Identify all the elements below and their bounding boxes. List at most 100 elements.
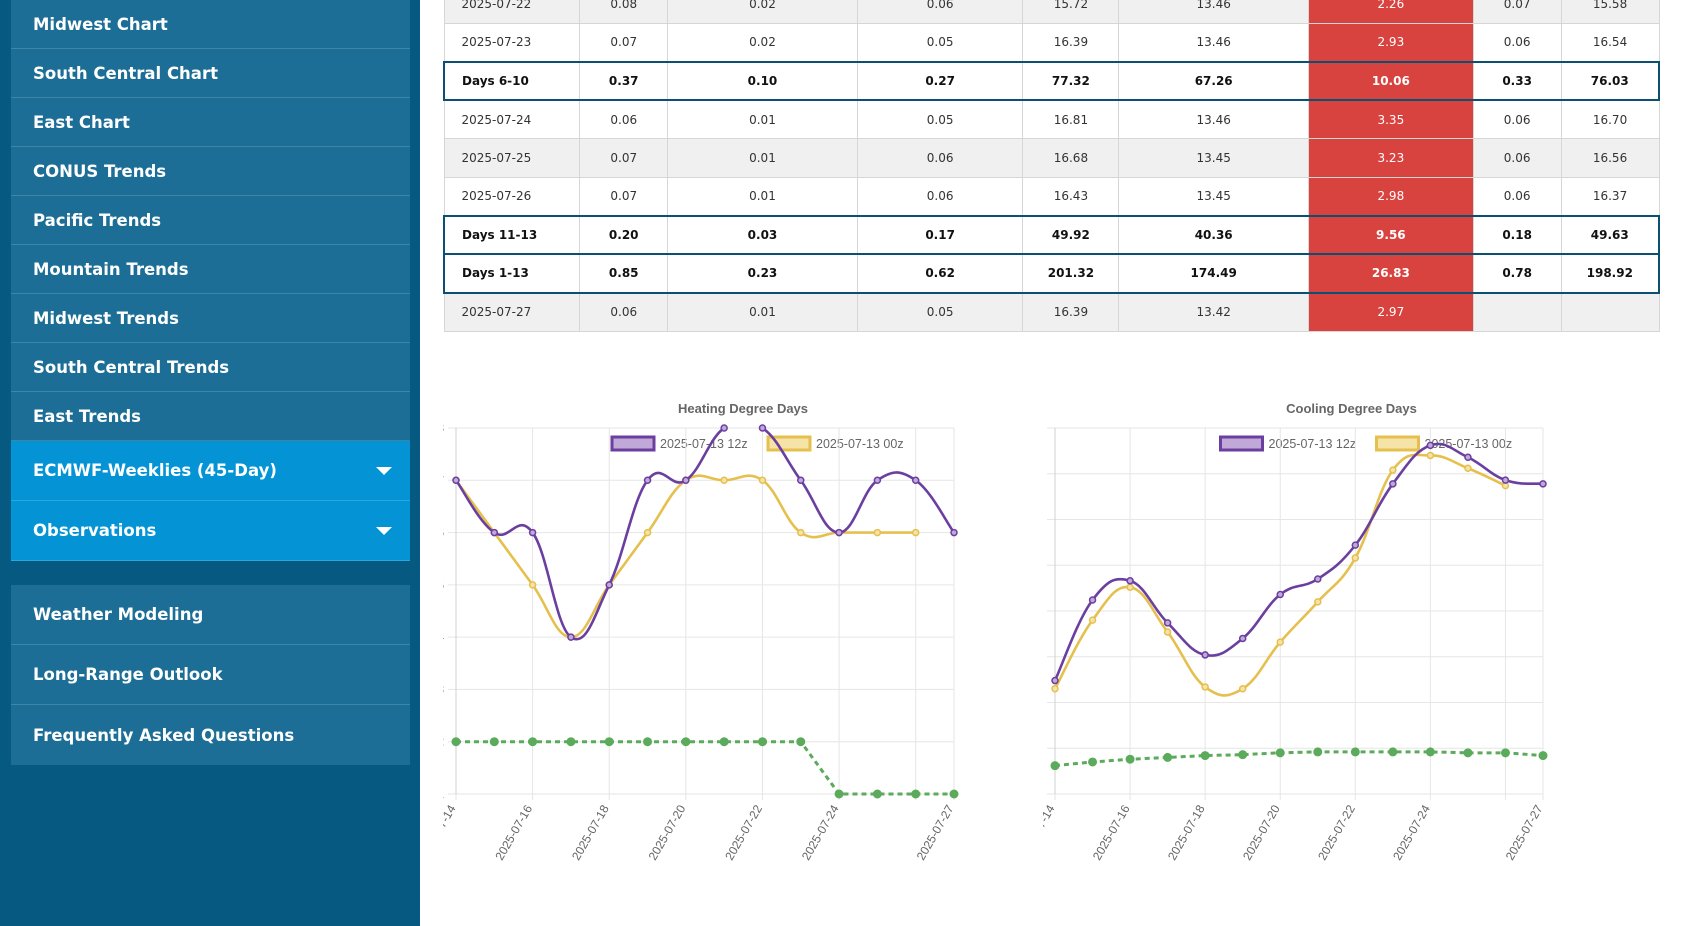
table-cell: 16.54 [1560, 22, 1660, 62]
y-tick-label: 0.01 [443, 787, 444, 801]
sidebar-item-east-chart[interactable]: East Chart [11, 98, 410, 147]
x-tick-label: 2025-07-27 [914, 802, 957, 862]
table-cell: 77.32 [1022, 60, 1120, 101]
baseline-point [1050, 761, 1060, 771]
baseline-series-line [1054, 750, 1544, 768]
table-cell: 16.56 [1560, 138, 1660, 178]
series-point [1126, 577, 1134, 585]
table-cell: 0.01 [667, 292, 858, 332]
x-tick-label: 2025-07-16 [492, 802, 535, 862]
table-cell [1560, 292, 1660, 332]
sidebar-item-label: South Central Trends [33, 357, 230, 377]
table-cell: 174.49 [1118, 253, 1309, 294]
x-tick-label: 2025-07-14 [443, 802, 459, 862]
row-label-cell: Days 11-13 [443, 214, 581, 255]
series-point [873, 528, 882, 537]
sidebar-item-label: Midwest Trends [33, 308, 179, 328]
table-cell: 3.35 [1308, 99, 1474, 139]
baseline-point [604, 737, 614, 747]
table-cell: 0.78 [1472, 253, 1562, 294]
table-cell: 0.07 [579, 138, 669, 178]
sidebar-item-label: Observations [33, 521, 157, 540]
series-point [950, 528, 958, 537]
series-point [1051, 685, 1059, 693]
table-cell: 13.46 [1118, 0, 1309, 24]
baseline-point [451, 737, 461, 747]
baseline-point [719, 737, 729, 747]
series-point [1276, 638, 1284, 646]
table-cell: 13.45 [1118, 176, 1309, 216]
series-point [1539, 480, 1547, 488]
table-cell: 0.02 [667, 0, 858, 24]
series-point [1201, 651, 1209, 659]
table-cell: 0.01 [667, 176, 858, 216]
table-cell: 0.33 [1472, 60, 1562, 101]
series-point [873, 476, 882, 485]
baseline-point [1463, 748, 1473, 758]
baseline-point [796, 737, 806, 747]
table-cell: 16.81 [1022, 99, 1120, 139]
legend-label: 2025-07-13 00z [1425, 437, 1513, 451]
sidebar-item-pacific-trends[interactable]: Pacific Trends [11, 196, 410, 245]
sidebar-item-south-central-trends[interactable]: South Central Trends [11, 343, 410, 392]
table-cell: 0.01 [667, 138, 858, 178]
series-point [1389, 466, 1397, 474]
baseline-point [528, 737, 538, 747]
sidebar-item-label: Pacific Trends [33, 210, 162, 230]
table-cell: 2.93 [1308, 22, 1474, 62]
sidebar-item-faq[interactable]: Frequently Asked Questions [11, 705, 410, 765]
table-cell: 0.07 [579, 176, 669, 216]
baseline-point [566, 737, 576, 747]
table-cell: 0.07 [1472, 0, 1562, 24]
table-cell [1472, 292, 1562, 332]
series-point [1501, 476, 1510, 484]
series-point [720, 424, 728, 432]
table-cell: 0.05 [856, 22, 1024, 62]
series-point [758, 476, 767, 485]
baseline-point [489, 737, 499, 747]
table-cell: 0.06 [1472, 138, 1562, 178]
table-row: 2025-07-22 0.08 0.02 0.06 15.72 13.46 2.26 0.07… [443, 0, 1660, 24]
x-tick-label: 2025-07-24 [799, 802, 842, 862]
baseline-point [1125, 754, 1135, 764]
table-cell: 0.02 [667, 22, 858, 62]
sidebar-item-label: Weather Modeling [33, 605, 204, 624]
table-cell: 16.37 [1560, 176, 1660, 216]
baseline-point [1200, 751, 1210, 761]
sidebar-item-conus-trends[interactable]: CONUS Trends [11, 147, 410, 196]
row-label-cell: Days 6-10 [443, 60, 581, 101]
sidebar-top-menu: Midwest Chart South Central Chart East C… [11, 0, 410, 561]
table-row: 2025-07-26 0.07 0.01 0.06 16.43 13.45 2.98 0.06… [443, 176, 1660, 216]
table-cell: 0.06 [856, 138, 1024, 178]
sidebar-item-mountain-trends[interactable]: Mountain Trends [11, 245, 410, 294]
table-cell: 15.58 [1560, 0, 1660, 24]
sidebar-item-east-trends[interactable]: East Trends [11, 392, 410, 441]
series-point [643, 528, 652, 537]
sidebar-item-label: CONUS Trends [33, 161, 167, 181]
sidebar-item-label: South Central Chart [33, 63, 218, 83]
table-cell: 13.45 [1118, 138, 1309, 178]
sidebar-item-long-range-outlook[interactable]: Long-Range Outlook [11, 645, 410, 705]
baseline-point [872, 789, 882, 799]
table-cell: 40.36 [1118, 214, 1309, 255]
table-cell: 0.01 [667, 99, 858, 139]
legend-label: 2025-07-13 12z [1269, 437, 1357, 451]
sidebar-item-weather-modeling[interactable]: Weather Modeling [11, 585, 410, 645]
sidebar-item-south-central-chart[interactable]: South Central Chart [11, 49, 410, 98]
series-point [1426, 441, 1435, 450]
y-tick-label: 0.08 [443, 421, 444, 435]
y-tick-label: 0.03 [443, 682, 444, 696]
sidebar-item-observations[interactable]: Observations [11, 501, 410, 561]
sidebar-item-ecmwf-weeklies[interactable]: ECMWF-Weeklies (45-Day) [11, 441, 410, 501]
sidebar-item-midwest-chart[interactable]: Midwest Chart [11, 0, 410, 49]
baseline-point [681, 737, 691, 747]
sidebar-item-midwest-trends[interactable]: Midwest Trends [11, 294, 410, 343]
series-point [797, 528, 805, 537]
series-point [643, 476, 652, 485]
baseline-point [949, 789, 959, 799]
legend-label: 2025-07-13 00z [816, 437, 904, 451]
x-tick-label: 2025-07-20 [1240, 802, 1283, 862]
series-point [1314, 575, 1322, 583]
series-point [490, 528, 499, 537]
